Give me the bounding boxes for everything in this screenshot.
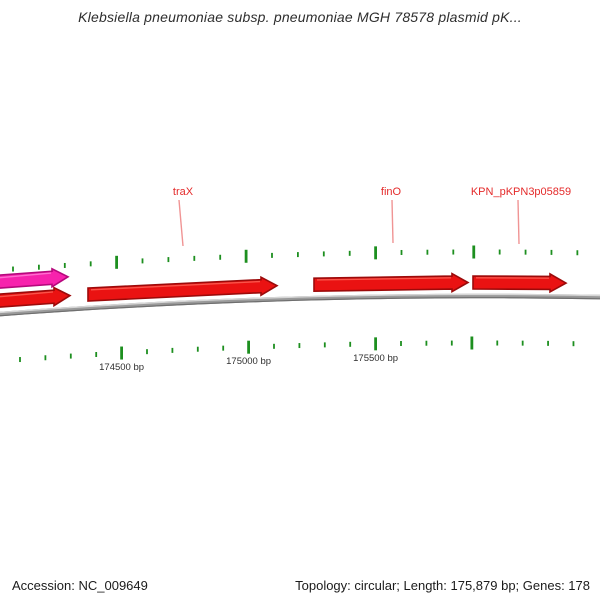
gene-arrow-gene-partial-magenta[interactable] xyxy=(0,267,70,289)
gene-arrow-gene-partial-red[interactable] xyxy=(0,286,72,308)
gene-arrow-KPN_pKPN3p05859[interactable] xyxy=(472,272,568,294)
ruler-label-175500: 175500 bp xyxy=(353,353,398,364)
status-bar: Accession: NC_009649 Topology: circular;… xyxy=(0,578,600,593)
gene-label-finO[interactable]: finO xyxy=(381,186,402,198)
plasmid-backbone-shadow xyxy=(0,297,600,317)
gene-arrow-highlight-gene-partial-magenta xyxy=(0,272,52,279)
plasmid-backbone xyxy=(0,293,600,317)
status-accession: Accession: NC_009649 xyxy=(12,578,148,593)
gene-arrow-highlight-gene-partial-red xyxy=(0,291,54,298)
status-topology: Topology: circular; Length: 175,879 bp; … xyxy=(295,578,590,593)
gene-label-leader-finO xyxy=(391,199,394,244)
gene-label-leader-KPN_pKPN3p05859 xyxy=(517,199,520,245)
gene-arrow-highlight-traX xyxy=(90,280,261,291)
gene-label-traX[interactable]: traX xyxy=(173,186,194,198)
ruler-label-174500: 174500 bp xyxy=(99,362,144,373)
gene-arrow-finO[interactable] xyxy=(313,272,470,293)
plasmid-backbone-highlight xyxy=(0,293,600,314)
gene-label-KPN_pKPN3p05859[interactable]: KPN_pKPN3p05859 xyxy=(471,186,571,198)
ruler-label-175000: 175000 bp xyxy=(226,356,271,367)
sequence-title: Klebsiella pneumoniae subsp. pneumoniae … xyxy=(78,9,522,25)
gene-arrow-highlight-finO xyxy=(316,277,452,281)
gene-label-leader-traX xyxy=(178,199,184,247)
